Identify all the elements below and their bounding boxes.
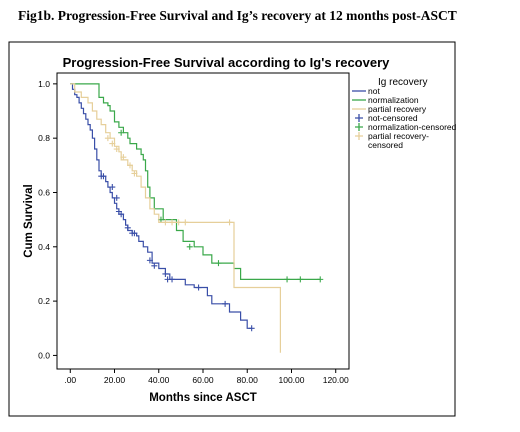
legend-label-line: partial recovery [368, 104, 427, 114]
series-layer [70, 83, 324, 353]
censor-mark-partial-recovery [127, 162, 133, 169]
x-tick-label: .00 [64, 375, 76, 385]
series-line-partial-recovery [70, 83, 281, 353]
censor-mark-partial-recovery [131, 170, 138, 177]
y-axis-title: Cum Survival [23, 184, 35, 258]
x-tick-label: 60.00 [192, 375, 214, 385]
legend-label: not [368, 86, 380, 96]
censor-mark-not [222, 300, 229, 307]
x-axis: .00 20.00 40.00 60.00 80.00 100.00 120.00 [64, 369, 349, 385]
legend-title: Ig recovery [378, 77, 427, 88]
censor-mark-normalization [297, 276, 304, 283]
y-tick-label: 0.6 [38, 187, 50, 197]
censor-mark-not [100, 173, 107, 180]
censor-mark-not [146, 257, 153, 264]
censor-mark-normalization [284, 276, 291, 283]
censor-mark-normalization [317, 276, 324, 283]
censor-mark-partial-recovery [226, 219, 233, 226]
legend-label-line: normalization [368, 95, 419, 105]
censor-mark-partial-recovery [104, 135, 111, 142]
censor-mark-not [248, 325, 255, 332]
legend-label: not-censored [368, 113, 418, 123]
x-tick-label: 100.00 [278, 375, 304, 385]
legend-label-line: partial recovery- [368, 131, 429, 141]
censor-mark-not [118, 211, 125, 218]
legend-label: normalization [368, 95, 419, 105]
censor-mark-not [169, 276, 176, 283]
x-tick-label: 40.00 [148, 375, 170, 385]
censor-mark-not [109, 184, 116, 191]
censor-mark-partial-recovery [162, 219, 169, 226]
censor-mark-normalization [186, 243, 193, 250]
y-tick-label: 0.0 [38, 350, 50, 360]
censor-mark-not [195, 284, 202, 291]
censor-mark-not [131, 230, 138, 237]
chart-title: Progression-Free Survival according to I… [63, 55, 391, 70]
censor-mark-not [124, 224, 131, 231]
legend-cross-swatch [355, 123, 363, 131]
legend-label-line: censored [368, 140, 403, 150]
censor-mark-not [113, 194, 120, 201]
censor-mark-partial-recovery [169, 219, 176, 226]
censor-mark-not [162, 270, 169, 277]
legend-label-line: not-censored [368, 113, 418, 123]
legend-label: partial recovery-censored [368, 131, 429, 150]
x-tick-label: 80.00 [237, 375, 259, 385]
plot-area [56, 72, 350, 370]
legend-label-line: normalization-censored [368, 122, 457, 132]
censor-mark-partial-recovery [113, 146, 120, 153]
legend-label-line: not [368, 86, 380, 96]
x-axis-title: Months since ASCT [149, 392, 257, 404]
y-tick-label: 1.0 [38, 79, 50, 89]
censor-mark-partial-recovery [109, 140, 116, 147]
series-line-normalization [70, 83, 321, 280]
y-tick-label: 0.4 [38, 242, 50, 252]
censor-mark-partial-recovery [182, 219, 189, 226]
y-tick-label: 0.2 [38, 296, 50, 306]
x-tick-label: 120.00 [323, 375, 349, 385]
y-axis: 0.0 0.2 0.4 0.6 0.8 1.0 [38, 79, 57, 360]
legend-cross-swatch [355, 114, 363, 122]
figure-caption: Fig1b. Progression-Free Survival and Ig’… [18, 8, 457, 23]
censor-mark-normalization [215, 260, 222, 267]
censor-mark-normalization [118, 129, 125, 136]
legend-cross-swatch [355, 132, 363, 140]
censor-mark-partial-recovery [120, 154, 127, 161]
censor-mark-not [151, 262, 158, 269]
censor-mark-partial-recovery [175, 219, 182, 226]
series-line-not [70, 83, 252, 329]
y-tick-label: 0.8 [38, 133, 50, 143]
legend-label: normalization-censored [368, 122, 457, 132]
legend-label: partial recovery [368, 104, 427, 114]
x-tick-label: 20.00 [104, 375, 126, 385]
